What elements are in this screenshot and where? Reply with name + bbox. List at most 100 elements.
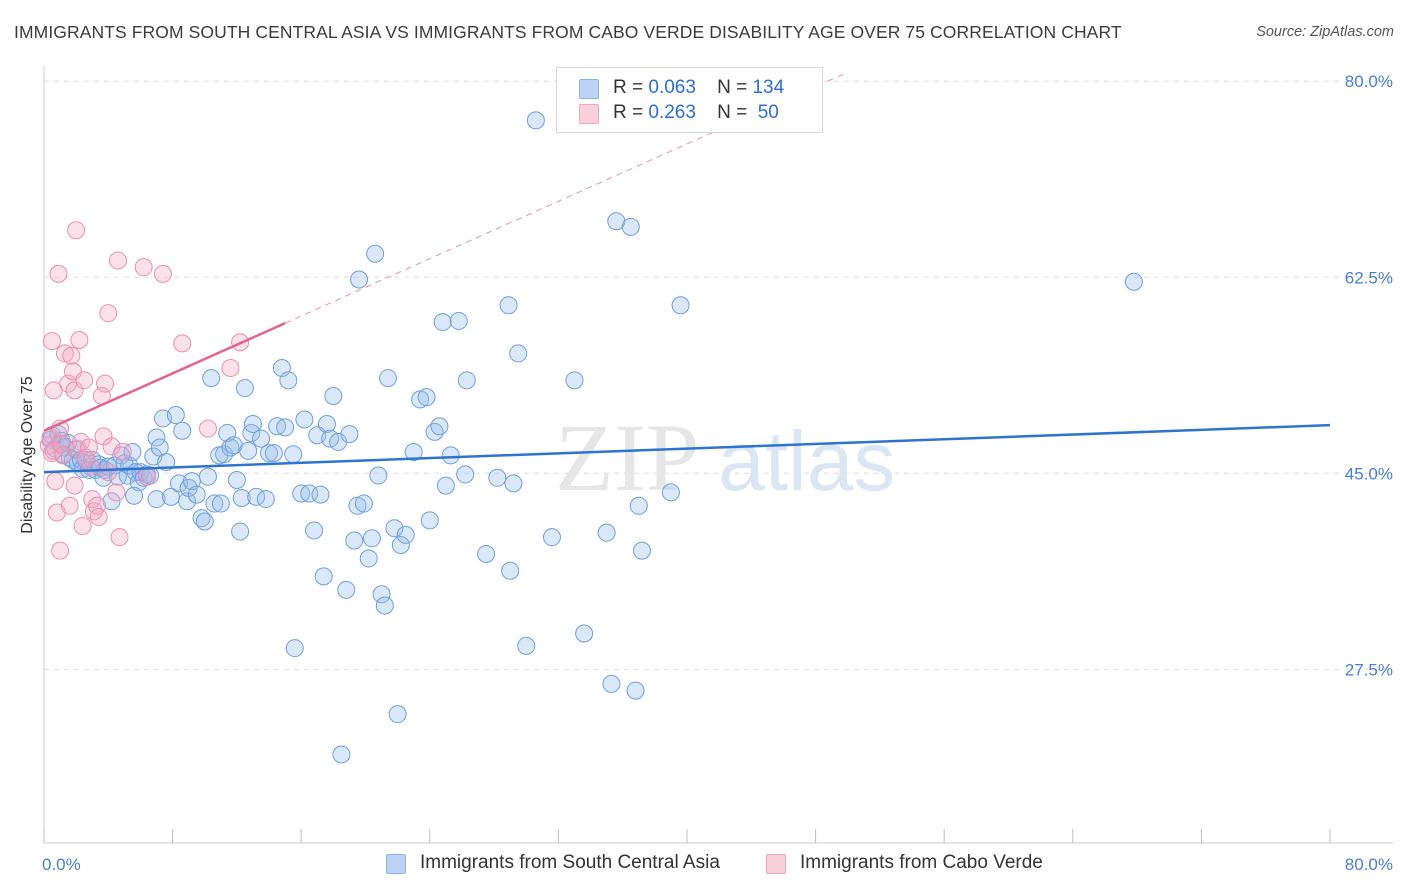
data-point <box>227 471 246 490</box>
data-point <box>526 111 545 130</box>
data-point <box>81 457 100 476</box>
data-point <box>242 423 261 442</box>
legend-r-value: 0.263 <box>648 102 696 123</box>
data-point <box>337 580 356 599</box>
watermark-zip: ZIP <box>555 404 699 511</box>
trend-extension-cabo-verde <box>284 71 848 324</box>
data-point <box>350 270 369 289</box>
trend-extension <box>284 71 848 324</box>
data-point <box>388 705 407 724</box>
data-point <box>457 371 476 390</box>
data-point <box>65 381 84 400</box>
data-point <box>449 311 468 330</box>
data-point <box>96 374 115 393</box>
data-point <box>285 639 304 658</box>
data-point <box>436 476 455 495</box>
data-point <box>84 502 103 521</box>
data-point <box>198 419 217 438</box>
tick-labels: 27.5% 45.0% 62.5% 80.0% 0.0% 80.0% <box>42 72 1393 874</box>
trend-line-south-central-asia <box>43 423 1331 474</box>
data-point <box>147 428 166 447</box>
data-point <box>345 531 364 550</box>
data-point <box>379 369 398 388</box>
data-point <box>260 444 279 463</box>
x-tick-label: 0.0% <box>42 855 81 874</box>
data-point <box>477 544 496 563</box>
data-point <box>332 745 351 764</box>
series-legend-label: Immigrants from South Central Asia <box>420 852 720 873</box>
data-point <box>195 512 214 531</box>
data-point <box>108 251 127 270</box>
data-point <box>147 490 166 509</box>
data-point <box>62 346 81 365</box>
data-point <box>671 296 690 315</box>
data-point <box>264 444 283 463</box>
data-point <box>279 371 298 390</box>
watermark-atlas: atlas <box>718 414 895 508</box>
data-point <box>99 304 118 323</box>
data-point <box>433 313 452 332</box>
data-point <box>137 467 156 486</box>
source-label: Source: ZipAtlas.com <box>1256 24 1394 40</box>
data-point <box>305 521 324 540</box>
watermark: ZIP atlas <box>555 404 895 511</box>
data-point <box>102 437 121 456</box>
legend-r-label: R = <box>613 102 644 123</box>
data-point <box>385 519 404 538</box>
legend-swatch-south-central-asia <box>579 79 599 99</box>
data-point <box>51 541 70 560</box>
data-point <box>173 334 192 353</box>
data-point <box>99 463 118 482</box>
legend-r-label: R = <box>613 77 644 98</box>
data-point <box>178 492 197 511</box>
data-points <box>39 111 1143 764</box>
data-point <box>565 371 584 390</box>
data-point <box>102 492 121 511</box>
series-legend-swatch <box>766 854 786 874</box>
data-point <box>73 516 92 535</box>
data-point <box>1124 272 1143 291</box>
data-point <box>49 264 68 283</box>
data-point <box>153 264 172 283</box>
data-point <box>252 429 271 448</box>
data-point <box>243 415 262 434</box>
data-point <box>239 441 258 460</box>
data-point <box>232 488 251 507</box>
data-point <box>65 476 84 495</box>
data-point <box>134 258 153 277</box>
data-point <box>46 472 65 491</box>
data-point <box>89 507 108 526</box>
data-point <box>441 446 460 465</box>
data-point <box>456 465 475 484</box>
data-point <box>602 674 621 693</box>
data-point <box>626 681 645 700</box>
data-point <box>632 541 651 560</box>
data-point <box>173 421 192 440</box>
data-point <box>192 509 211 528</box>
data-point <box>256 490 275 509</box>
data-point <box>284 445 303 464</box>
data-point <box>504 474 523 493</box>
data-point <box>509 344 528 363</box>
data-point <box>125 486 144 505</box>
y-tick-label: 62.5% <box>1345 268 1393 287</box>
data-point <box>517 636 536 655</box>
x-tick-label: 80.0% <box>1345 855 1393 874</box>
data-point <box>166 406 185 425</box>
data-point <box>76 448 95 467</box>
data-point <box>221 438 240 457</box>
data-point <box>187 485 206 504</box>
data-point <box>107 483 126 502</box>
data-point <box>202 369 221 388</box>
legend-n-value: 134 <box>752 77 785 98</box>
data-point <box>276 418 295 437</box>
data-point <box>110 528 129 547</box>
series-legend-swatch <box>386 854 406 874</box>
legend-swatch-cabo-verde <box>579 104 599 124</box>
data-point <box>67 221 86 240</box>
data-point <box>542 528 561 547</box>
data-point <box>597 523 616 542</box>
data-point <box>340 425 359 444</box>
y-tick-label: 80.0% <box>1345 72 1393 91</box>
